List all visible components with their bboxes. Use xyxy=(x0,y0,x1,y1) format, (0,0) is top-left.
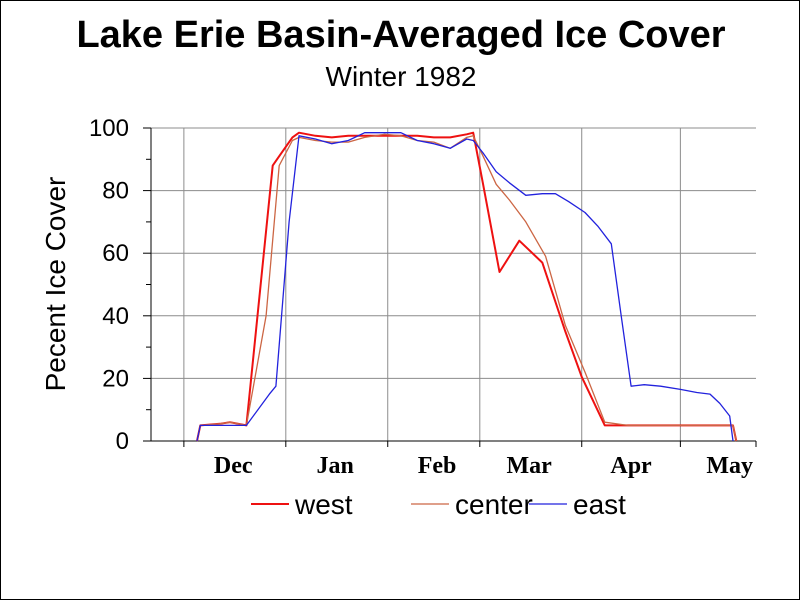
x-tick-labels: Dec Jan Feb Mar Apr May xyxy=(214,453,753,479)
gridlines xyxy=(151,127,756,441)
series-line-west xyxy=(196,131,738,442)
series-line-east xyxy=(196,132,734,442)
x-tick-label: Apr xyxy=(610,453,652,479)
y-tick-label: 80 xyxy=(102,178,129,205)
y-tick-label: 100 xyxy=(89,115,129,142)
series-line-center xyxy=(196,133,737,442)
legend-label-east: east xyxy=(573,489,626,520)
y-tick-label: 40 xyxy=(102,303,129,330)
x-tick-label: Mar xyxy=(506,453,552,479)
y-tick-label: 0 xyxy=(116,428,129,455)
legend-label-west: west xyxy=(294,489,353,520)
legend-label-center: center xyxy=(455,489,533,520)
x-tick-label: Jan xyxy=(316,453,353,479)
x-tick-label: Dec xyxy=(214,453,253,479)
y-axis-label: Pecent Ice Cover xyxy=(40,177,71,392)
y-tick-labels: 0 20 40 60 80 100 xyxy=(89,115,129,455)
y-tick-label: 60 xyxy=(102,240,129,267)
series-lines xyxy=(196,131,738,442)
chart-title: Lake Erie Basin-Averaged Ice Cover xyxy=(76,14,725,56)
legend: west center east xyxy=(251,489,626,520)
chart-subtitle: Winter 1982 xyxy=(326,61,477,92)
x-tick-label: May xyxy=(706,453,753,479)
x-tick-label: Feb xyxy=(418,453,457,479)
axes xyxy=(143,127,757,447)
y-tick-label: 20 xyxy=(102,365,129,392)
